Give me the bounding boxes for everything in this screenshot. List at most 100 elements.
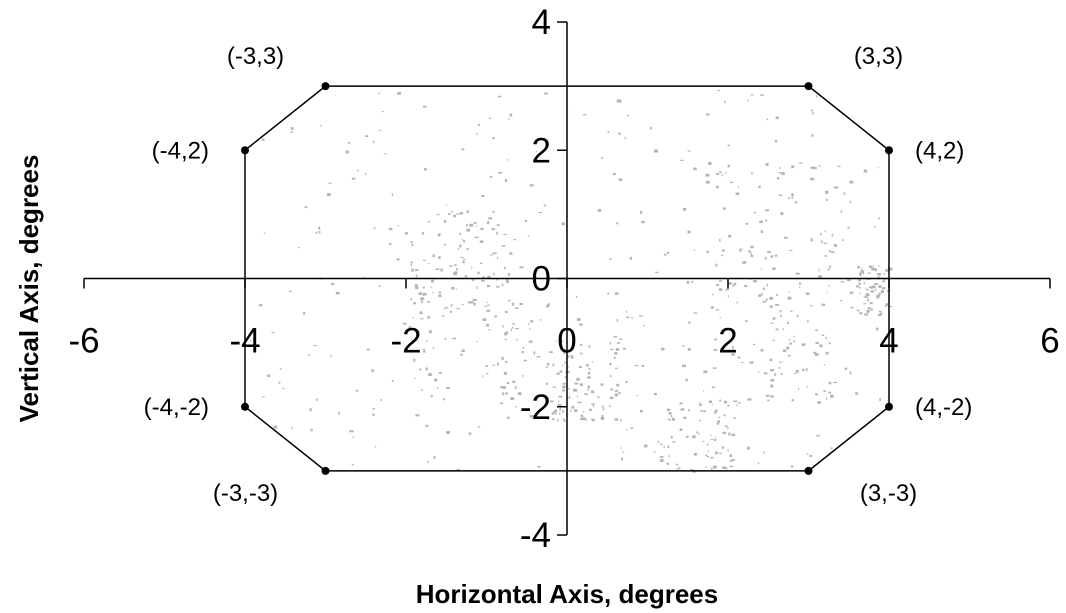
speckle-dot xyxy=(579,323,583,326)
speckle-dot xyxy=(660,443,663,445)
speckle-dot xyxy=(738,186,740,189)
speckle-dot xyxy=(878,311,882,313)
speckle-dot xyxy=(723,207,726,210)
speckle-dot xyxy=(510,328,512,332)
speckle-dot xyxy=(859,272,862,275)
speckle-dot xyxy=(871,267,876,271)
speckle-dot xyxy=(432,291,434,294)
speckle-dot xyxy=(486,302,488,303)
speckle-dot xyxy=(473,302,476,306)
speckle-dot xyxy=(559,407,561,411)
speckle-dot xyxy=(866,292,869,296)
speckle-dot xyxy=(613,336,618,338)
speckle-dot xyxy=(810,177,815,181)
speckle-dot xyxy=(727,144,731,147)
speckle-dot xyxy=(727,164,730,168)
speckle-dot xyxy=(700,409,703,412)
speckle-dot xyxy=(772,339,775,341)
speckle-dot xyxy=(722,446,724,449)
speckle-dot xyxy=(821,303,826,306)
speckle-dot xyxy=(465,275,468,278)
speckle-dot xyxy=(668,409,670,411)
speckle-dot xyxy=(414,377,416,380)
speckle-dot xyxy=(562,418,565,421)
speckle-dot xyxy=(427,316,430,319)
speckle-dot xyxy=(451,211,454,213)
speckle-dot xyxy=(263,232,266,234)
speckle-dot xyxy=(767,251,771,253)
speckle-dot xyxy=(763,451,765,454)
speckle-dot xyxy=(877,167,879,169)
speckle-dot xyxy=(821,240,823,244)
speckle-dot xyxy=(455,213,459,215)
speckle-dot xyxy=(580,414,584,417)
speckle-dot xyxy=(576,377,580,381)
speckle-dot xyxy=(521,351,525,353)
speckle-dot xyxy=(713,412,717,414)
speckle-dot xyxy=(758,185,761,188)
speckle-dot xyxy=(732,348,734,350)
speckle-dot xyxy=(590,390,595,394)
speckle-dot xyxy=(696,431,699,433)
speckle-dot xyxy=(496,224,500,226)
speckle-dot xyxy=(535,276,538,278)
speckle-dot xyxy=(828,342,831,345)
speckle-dot xyxy=(492,364,496,366)
speckle-dot xyxy=(679,428,683,431)
speckle-dot xyxy=(425,340,428,342)
speckle-dot xyxy=(461,238,463,241)
speckle-dot xyxy=(831,234,834,237)
speckle-dot xyxy=(750,254,754,258)
speckle-dot xyxy=(818,268,820,272)
speckle-dot xyxy=(261,396,265,398)
speckle-dot xyxy=(493,272,495,276)
speckle-dot xyxy=(866,309,871,312)
speckle-dot xyxy=(760,268,763,270)
speckle-dot xyxy=(414,284,418,287)
speckle-dot xyxy=(602,408,605,411)
speckle-dot xyxy=(273,425,278,429)
speckle-dot xyxy=(304,206,308,209)
speckle-dot xyxy=(657,440,659,444)
speckle-dot xyxy=(548,351,553,353)
speckle-dot xyxy=(552,386,556,388)
speckle-dot xyxy=(464,275,467,277)
speckle-dot xyxy=(858,293,861,295)
speckle-dot xyxy=(494,315,498,318)
speckle-dot xyxy=(776,177,780,180)
speckle-dot xyxy=(849,371,852,375)
speckle-dot xyxy=(856,285,859,288)
speckle-dot xyxy=(703,390,704,392)
speckle-dot xyxy=(366,348,370,351)
speckle-dot xyxy=(878,265,880,267)
speckle-dot xyxy=(751,172,753,175)
speckle-dot xyxy=(874,283,878,285)
speckle-dot xyxy=(490,253,492,257)
speckle-dot xyxy=(760,348,764,352)
speckle-dot xyxy=(805,292,810,296)
speckle-dot xyxy=(558,400,560,402)
speckle-dot xyxy=(538,211,543,214)
speckle-dot xyxy=(732,284,734,287)
speckle-dot xyxy=(727,449,729,452)
speckle-dot xyxy=(609,363,612,366)
speckle-dot xyxy=(530,320,534,323)
speckle-dot xyxy=(258,304,263,307)
speckle-dot xyxy=(495,279,499,281)
speckle-dot xyxy=(828,250,831,252)
speckle-dot xyxy=(492,210,495,213)
speckle-dot xyxy=(812,167,817,170)
speckle-dot xyxy=(888,306,893,307)
speckle-dot xyxy=(708,162,712,165)
speckle-dot xyxy=(477,271,480,275)
speckle-dot xyxy=(869,302,873,305)
speckle-dot xyxy=(770,369,774,372)
speckle-dot xyxy=(765,394,770,397)
speckle-dot xyxy=(858,282,861,285)
speckle-dot xyxy=(288,290,292,292)
speckle-dot xyxy=(496,286,500,288)
x-tick-label: -2 xyxy=(390,322,421,361)
speckle-dot xyxy=(722,249,725,252)
speckle-dot xyxy=(877,313,881,317)
speckle-dot xyxy=(676,468,680,470)
